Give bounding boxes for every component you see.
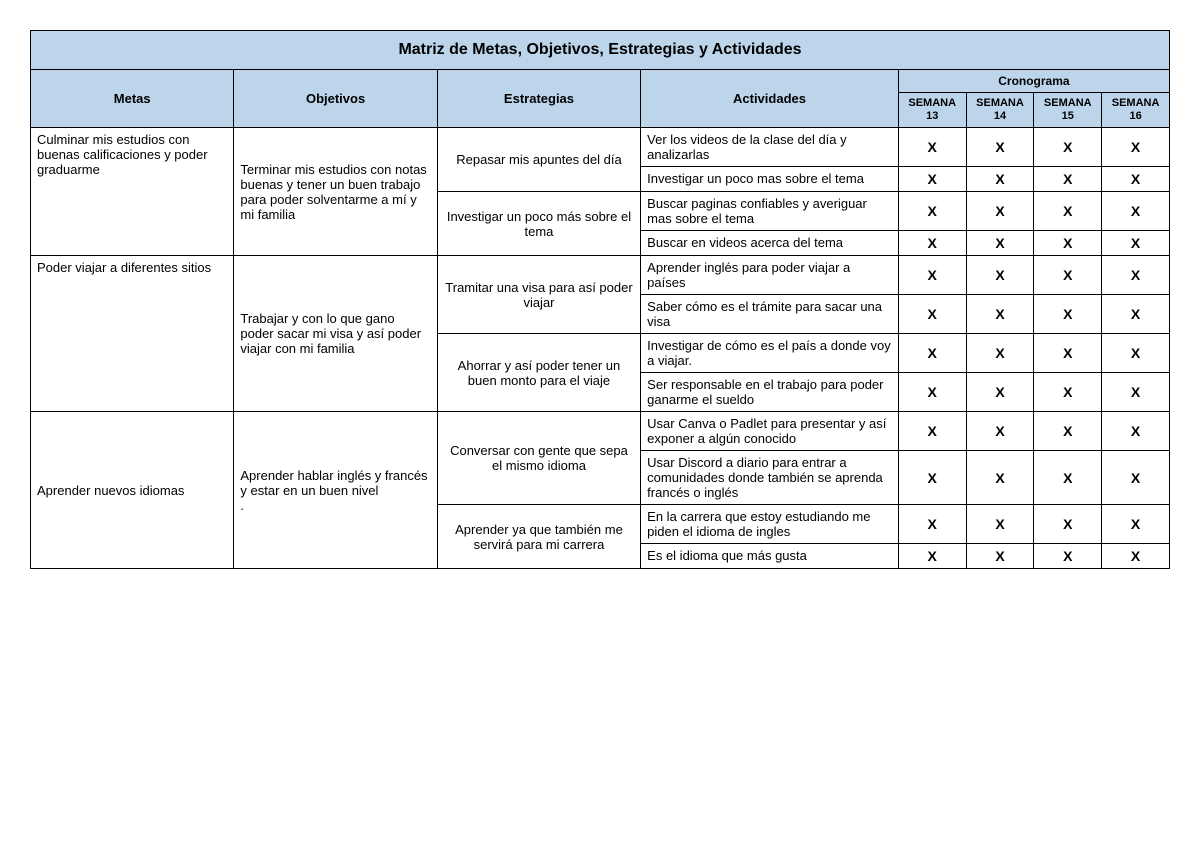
semana-mark: X xyxy=(1102,256,1170,295)
semana-mark: X xyxy=(1102,451,1170,505)
meta-cell: Poder viajar a diferentes sitios xyxy=(31,256,234,412)
semana-mark: X xyxy=(966,412,1034,451)
semana-mark: X xyxy=(898,256,966,295)
actividad-cell: Buscar en videos acerca del tema xyxy=(641,231,899,256)
semana-mark: X xyxy=(966,256,1034,295)
header-actividades: Actividades xyxy=(641,70,899,128)
semana-mark: X xyxy=(966,192,1034,231)
semana-mark: X xyxy=(1102,192,1170,231)
semana-mark: X xyxy=(898,295,966,334)
estrategia-cell: Investigar un poco más sobre el tema xyxy=(437,192,640,256)
header-semana-16: SEMANA 16 xyxy=(1102,93,1170,128)
semana-mark: X xyxy=(898,167,966,192)
actividad-cell: Usar Discord a diario para entrar a comu… xyxy=(641,451,899,505)
matrix-table: Matriz de Metas, Objetivos, Estrategias … xyxy=(30,30,1170,569)
header-estrategias: Estrategias xyxy=(437,70,640,128)
table-title: Matriz de Metas, Objetivos, Estrategias … xyxy=(31,31,1170,70)
semana-mark: X xyxy=(966,231,1034,256)
table-row: Aprender nuevos idiomasAprender hablar i… xyxy=(31,412,1170,451)
semana-mark: X xyxy=(1102,505,1170,544)
header-semana-15: SEMANA 15 xyxy=(1034,93,1102,128)
semana-mark: X xyxy=(898,128,966,167)
actividad-cell: En la carrera que estoy estudiando me pi… xyxy=(641,505,899,544)
semana-mark: X xyxy=(1034,334,1102,373)
actividad-cell: Aprender inglés para poder viajar a país… xyxy=(641,256,899,295)
semana-mark: X xyxy=(898,544,966,569)
semana-mark: X xyxy=(898,192,966,231)
table-row: Culminar mis estudios con buenas calific… xyxy=(31,128,1170,167)
semana-mark: X xyxy=(966,334,1034,373)
table-row: Poder viajar a diferentes sitiosTrabajar… xyxy=(31,256,1170,295)
header-cronograma: Cronograma xyxy=(898,70,1169,93)
semana-mark: X xyxy=(1034,451,1102,505)
semana-mark: X xyxy=(1034,167,1102,192)
objetivo-cell: Terminar mis estudios con notas buenas y… xyxy=(234,128,437,256)
estrategia-cell: Repasar mis apuntes del día xyxy=(437,128,640,192)
semana-mark: X xyxy=(966,128,1034,167)
semana-mark: X xyxy=(898,505,966,544)
objetivo-cell: Aprender hablar inglés y francés y estar… xyxy=(234,412,437,569)
semana-mark: X xyxy=(898,373,966,412)
semana-mark: X xyxy=(1102,544,1170,569)
semana-mark: X xyxy=(898,412,966,451)
semana-mark: X xyxy=(1034,295,1102,334)
semana-mark: X xyxy=(1034,256,1102,295)
estrategia-cell: Tramitar una visa para así poder viajar xyxy=(437,256,640,334)
semana-mark: X xyxy=(966,167,1034,192)
meta-cell: Aprender nuevos idiomas xyxy=(31,412,234,569)
actividad-cell: Investigar un poco mas sobre el tema xyxy=(641,167,899,192)
actividad-cell: Es el idioma que más gusta xyxy=(641,544,899,569)
semana-mark: X xyxy=(1034,128,1102,167)
actividad-cell: Ver los videos de la clase del día y ana… xyxy=(641,128,899,167)
semana-mark: X xyxy=(966,451,1034,505)
semana-mark: X xyxy=(1102,128,1170,167)
objetivo-cell: Trabajar y con lo que gano poder sacar m… xyxy=(234,256,437,412)
semana-mark: X xyxy=(898,451,966,505)
estrategia-cell: Ahorrar y así poder tener un buen monto … xyxy=(437,334,640,412)
header-semana-13: SEMANA 13 xyxy=(898,93,966,128)
semana-mark: X xyxy=(966,295,1034,334)
semana-mark: X xyxy=(1102,167,1170,192)
semana-mark: X xyxy=(898,334,966,373)
semana-mark: X xyxy=(1102,334,1170,373)
actividad-cell: Buscar paginas confiables y averiguar ma… xyxy=(641,192,899,231)
header-objetivos: Objetivos xyxy=(234,70,437,128)
semana-mark: X xyxy=(966,544,1034,569)
meta-cell: Culminar mis estudios con buenas calific… xyxy=(31,128,234,256)
semana-mark: X xyxy=(1034,412,1102,451)
header-metas: Metas xyxy=(31,70,234,128)
header-semana-14: SEMANA 14 xyxy=(966,93,1034,128)
semana-mark: X xyxy=(1034,231,1102,256)
actividad-cell: Usar Canva o Padlet para presentar y así… xyxy=(641,412,899,451)
actividad-cell: Ser responsable en el trabajo para poder… xyxy=(641,373,899,412)
semana-mark: X xyxy=(966,505,1034,544)
title-row: Matriz de Metas, Objetivos, Estrategias … xyxy=(31,31,1170,70)
semana-mark: X xyxy=(966,373,1034,412)
semana-mark: X xyxy=(1102,412,1170,451)
semana-mark: X xyxy=(1102,373,1170,412)
semana-mark: X xyxy=(1102,231,1170,256)
semana-mark: X xyxy=(1034,505,1102,544)
semana-mark: X xyxy=(1034,373,1102,412)
estrategia-cell: Conversar con gente que sepa el mismo id… xyxy=(437,412,640,505)
semana-mark: X xyxy=(898,231,966,256)
semana-mark: X xyxy=(1034,544,1102,569)
actividad-cell: Saber cómo es el trámite para sacar una … xyxy=(641,295,899,334)
semana-mark: X xyxy=(1034,192,1102,231)
estrategia-cell: Aprender ya que también me servirá para … xyxy=(437,505,640,569)
header-row-1: Metas Objetivos Estrategias Actividades … xyxy=(31,70,1170,93)
actividad-cell: Investigar de cómo es el país a donde vo… xyxy=(641,334,899,373)
semana-mark: X xyxy=(1102,295,1170,334)
